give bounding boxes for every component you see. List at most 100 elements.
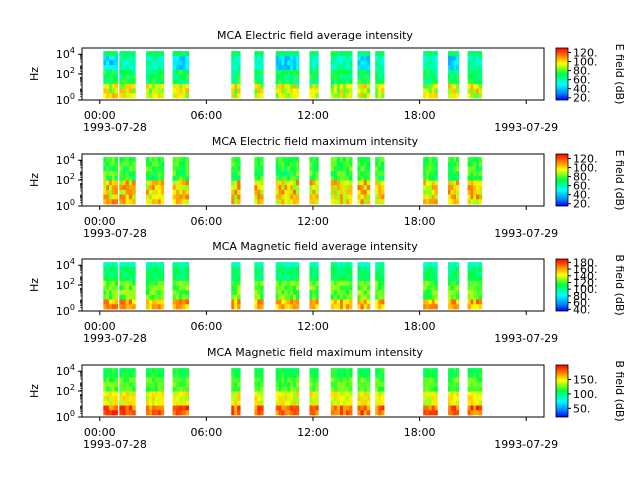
colorbar: [555, 258, 569, 312]
data-block: [375, 51, 385, 99]
data-block: [330, 157, 353, 205]
panel-4: MCA Magnetic field maximum intensity 100 1…: [28, 346, 626, 451]
panel-title: MCA Magnetic field maximum intensity: [207, 346, 423, 359]
colorbar-tick-label: 40.: [573, 303, 591, 316]
y-tick-label: 102: [56, 172, 75, 187]
x-tick-label: 18:00: [404, 320, 436, 333]
colorbar-tick-label: 120.: [573, 153, 598, 166]
data-block: [330, 262, 353, 310]
data-block: [275, 157, 300, 205]
y-axis-label: Hz: [28, 278, 41, 292]
colorbar-tick-label: 100.: [573, 56, 598, 69]
colorbar-tick-label: 120.: [573, 276, 598, 289]
y-tick-label: 102: [56, 277, 75, 292]
colorbar: [555, 364, 569, 418]
data-block: [309, 157, 319, 205]
data-block: [254, 51, 264, 99]
data-block: [375, 368, 385, 416]
data-block: [467, 368, 483, 416]
x-tick-label: 00:00: [84, 109, 116, 122]
x-tick-label: 06:00: [191, 426, 223, 439]
data-block: [423, 51, 438, 99]
data-block: [423, 157, 438, 205]
colorbar-tick-label: 80.: [573, 171, 591, 184]
colorbar-tick-label: 50.: [573, 402, 591, 415]
panel-title: MCA Magnetic field average intensity: [212, 240, 418, 253]
y-tick-label: 102: [56, 66, 75, 81]
x-start-date: 1993-07-28: [83, 438, 147, 451]
colorbar-tick-label: 160.: [573, 263, 598, 276]
colorbar-tick-label: 140.: [573, 270, 598, 283]
data-block: [231, 368, 241, 416]
y-axis-label: Hz: [28, 384, 41, 398]
y-tick-label: 102: [56, 383, 75, 398]
data-block: [330, 51, 353, 99]
y-tick-label: 104: [56, 152, 75, 167]
colorbar-tick-label: 40.: [573, 189, 591, 202]
data-block: [448, 51, 460, 99]
x-tick-label: 00:00: [84, 426, 116, 439]
colorbar-tick-label: 100.: [573, 162, 598, 175]
data-block: [119, 157, 136, 205]
x-tick-label: 00:00: [84, 215, 116, 228]
colorbar-label: E field (dB): [613, 150, 626, 211]
data-block: [275, 262, 300, 310]
x-tick-label: 06:00: [191, 109, 223, 122]
colorbar-tick-label: 60.: [573, 297, 591, 310]
data-block: [172, 368, 190, 416]
colorbar: [555, 47, 569, 101]
x-tick-label: 18:00: [404, 215, 436, 228]
data-block: [172, 262, 190, 310]
data-block: [231, 262, 241, 310]
x-tick-label: 18:00: [404, 109, 436, 122]
data-block: [103, 262, 118, 310]
data-block: [309, 368, 319, 416]
x-tick-label: 12:00: [297, 426, 329, 439]
colorbar-tick-label: 120.: [573, 47, 598, 60]
y-tick-label: 100: [56, 409, 75, 424]
y-tick-label: 104: [56, 363, 75, 378]
x-start-date: 1993-07-28: [83, 227, 147, 240]
data-block: [145, 368, 165, 416]
data-block: [309, 262, 319, 310]
data-block: [448, 262, 460, 310]
y-axis-label: Hz: [28, 67, 41, 81]
data-block: [231, 51, 241, 99]
panel-1: MCA Electric field average intensity 100 1…: [28, 29, 626, 134]
data-block: [357, 157, 371, 205]
data-block: [467, 157, 483, 205]
x-tick-label: 12:00: [297, 109, 329, 122]
data-block: [357, 51, 371, 99]
x-tick-label: 12:00: [297, 215, 329, 228]
colorbar-tick-label: 60.: [573, 74, 591, 87]
colorbar-label: B field (dB): [613, 360, 626, 421]
x-tick-label: 18:00: [404, 426, 436, 439]
data-block: [172, 157, 190, 205]
data-block: [357, 262, 371, 310]
data-block: [357, 368, 371, 416]
colorbar-tick-label: 180.: [573, 256, 598, 269]
x-tick-label: 00:00: [84, 320, 116, 333]
data-block: [172, 51, 190, 99]
panel-title: MCA Electric field maximum intensity: [212, 135, 419, 148]
data-block: [467, 51, 483, 99]
colorbar-tick-label: 40.: [573, 83, 591, 96]
y-tick-label: 100: [56, 198, 75, 213]
data-block: [423, 368, 438, 416]
data-block: [254, 262, 264, 310]
x-end-date: 1993-07-29: [494, 438, 558, 451]
colorbar-tick-label: 80.: [573, 65, 591, 78]
data-block: [254, 157, 264, 205]
colorbar-tick-label: 150.: [573, 373, 598, 386]
colorbar-tick-label: 20.: [573, 198, 591, 211]
x-start-date: 1993-07-28: [83, 332, 147, 345]
y-tick-label: 100: [56, 92, 75, 107]
data-block: [375, 262, 385, 310]
data-block: [309, 51, 319, 99]
data-block: [467, 262, 483, 310]
data-block: [119, 368, 136, 416]
x-end-date: 1993-07-29: [494, 227, 558, 240]
data-block: [145, 51, 165, 99]
panel-2: MCA Electric field maximum intensity 100 1…: [28, 135, 626, 240]
